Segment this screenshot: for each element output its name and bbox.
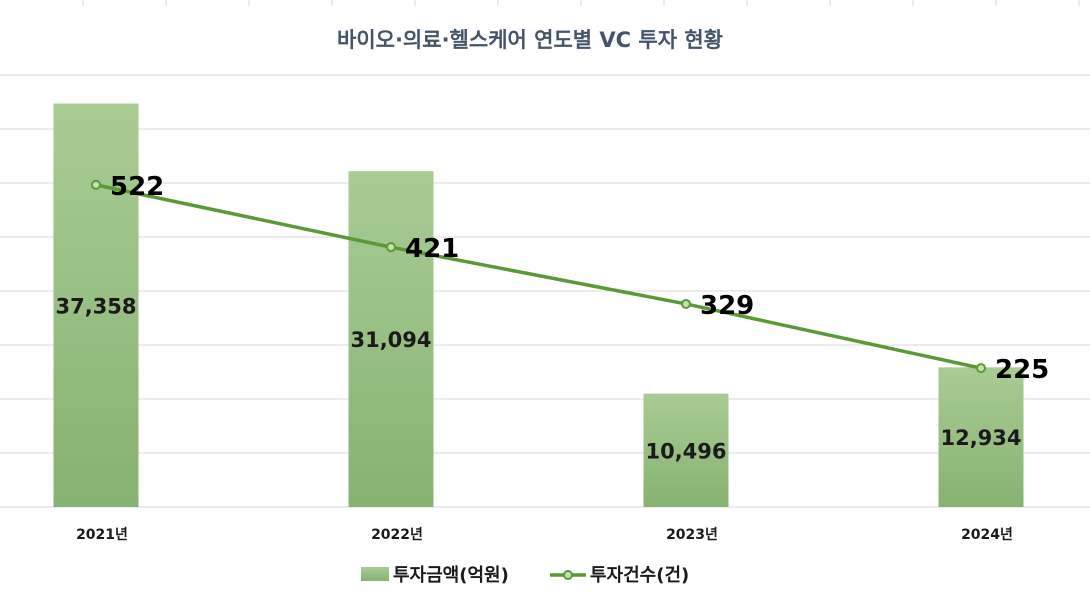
legend-label-bar: 투자금액(억원) (393, 565, 509, 586)
series-line (95, 183, 982, 370)
bar-series: 37,358 31,094 10,496 12,934 (53, 103, 1024, 507)
bar-data-label: 31,094 (350, 328, 431, 352)
line-data-label: 225 (995, 355, 1049, 385)
gridlines (0, 0, 1090, 508)
x-tick-label: 2023년 (666, 527, 718, 543)
bar (53, 103, 139, 507)
legend: 투자금액(억원) 투자건수(건) (361, 565, 689, 586)
line-point (681, 298, 691, 309)
x-tick-label: 2021년 (76, 527, 128, 543)
x-tick-label: 2022년 (371, 527, 423, 543)
line-data-label: 329 (700, 291, 754, 321)
legend-label-line: 투자건수(건) (590, 565, 689, 586)
bar (643, 393, 729, 507)
x-tick-label: 2024년 (961, 527, 1013, 543)
line-data-label: 421 (405, 234, 459, 264)
bar (938, 367, 1024, 507)
x-axis: 2021년 2022년 2023년 2024년 (76, 527, 1013, 543)
line-point (386, 242, 396, 253)
legend-swatch-bar (361, 567, 389, 581)
line-series: 522 421 329 225 (91, 172, 1049, 385)
bar-data-label: 10,496 (645, 439, 726, 463)
bar (348, 171, 434, 507)
legend-swatch-marker (563, 570, 573, 580)
bar-data-label: 12,934 (940, 426, 1021, 450)
chart-title: 바이오·의료·헬스케어 연도별 VC 투자 현황 (337, 28, 723, 52)
line-data-label: 522 (110, 172, 164, 202)
bar-data-label: 37,358 (55, 294, 136, 318)
line-point (91, 179, 101, 190)
line-point (976, 363, 986, 374)
